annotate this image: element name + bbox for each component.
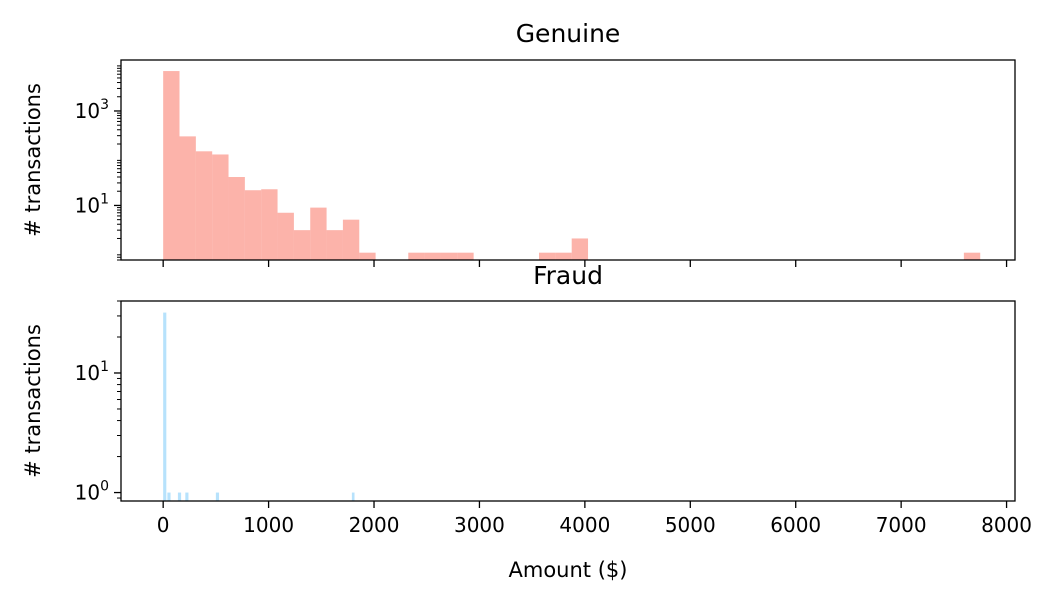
genuine-y-tick-label-1: 103 — [75, 97, 109, 123]
genuine-plot-frame — [120, 59, 1016, 261]
genuine-bar-13 — [408, 252, 425, 260]
fraud-x-tick-label-4: 4000 — [559, 513, 610, 537]
genuine-bar-0 — [163, 71, 180, 260]
genuine-bar-10 — [326, 230, 343, 260]
genuine-bar-14 — [424, 252, 441, 260]
fraud-bar-3 — [185, 492, 189, 501]
genuine-bar-18 — [555, 252, 572, 260]
fraud-x-tick-label-7: 7000 — [876, 513, 927, 537]
fraud-bar-1 — [167, 492, 171, 501]
genuine-bar-6 — [261, 189, 278, 260]
genuine-y-axis-label: # transactions — [21, 83, 45, 237]
genuine-axes: 101 103 — [75, 65, 1008, 267]
genuine-bar-17 — [539, 252, 556, 260]
fraud-x-tick-label-5: 5000 — [665, 513, 716, 537]
genuine-title: Genuine — [516, 19, 621, 48]
genuine-bar-1 — [179, 136, 196, 260]
fraud-bar-4 — [215, 492, 220, 501]
fraud-plot-frame — [120, 300, 1016, 502]
fraud-bars — [163, 312, 355, 501]
fraud-y-tick-label-1: 101 — [75, 359, 109, 385]
genuine-bar-11 — [342, 219, 360, 260]
fraud-x-tick-label-2: 2000 — [349, 513, 400, 537]
fraud-y-tick-label-0: 100 — [75, 479, 109, 505]
fraud-x-tick-label-1: 1000 — [243, 513, 294, 537]
fraud-x-axis-label: Amount ($) — [509, 558, 628, 582]
genuine-bar-9 — [310, 207, 327, 260]
fraud-axes: 0 1000 2000 3000 4000 5000 6000 7000 8000 100 101 — [75, 300, 1032, 537]
fraud-panel: 0 1000 2000 3000 4000 5000 6000 7000 8000100101 … — [21, 261, 1032, 582]
genuine-y-tick-label-0: 101 — [75, 191, 109, 217]
genuine-bar-4 — [228, 177, 245, 260]
genuine-bar-20 — [963, 252, 981, 260]
genuine-bar-8 — [293, 230, 311, 260]
fraud-title: Fraud — [533, 261, 603, 290]
fraud-x-tick-label-3: 3000 — [454, 513, 505, 537]
genuine-bars — [163, 71, 981, 260]
fraud-y-axis-label: # transactions — [21, 324, 45, 478]
genuine-bar-3 — [212, 154, 229, 260]
genuine-bar-7 — [277, 212, 294, 260]
genuine-bar-2 — [195, 151, 213, 260]
fraud-bar-5 — [351, 492, 355, 501]
genuine-bar-5 — [244, 190, 262, 260]
fraud-x-tick-label-0: 0 — [157, 513, 170, 537]
genuine-bar-12 — [359, 252, 376, 260]
fraud-x-tick-label-8: 8000 — [981, 513, 1032, 537]
fraud-bar-2 — [177, 492, 182, 501]
fraud-x-tick-label-6: 6000 — [770, 513, 821, 537]
genuine-bar-19 — [571, 238, 589, 260]
genuine-bar-15 — [440, 252, 458, 260]
fraud-bar-0 — [163, 312, 167, 501]
genuine-bar-16 — [457, 252, 474, 260]
genuine-panel: Genuine # transactions 101 103 — [21, 19, 1016, 267]
